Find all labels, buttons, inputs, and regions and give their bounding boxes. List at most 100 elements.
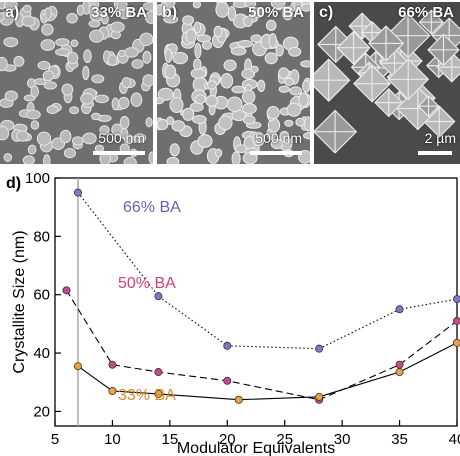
scale-bar-label-b: 500 nm bbox=[255, 130, 302, 146]
x-tick-label: 35 bbox=[391, 431, 408, 448]
particle bbox=[231, 85, 245, 94]
particle bbox=[268, 33, 278, 49]
particle bbox=[182, 15, 195, 26]
crystallite-size-chart: d) 5 10 15 20 25 30 35 40 20 40 60 80 100 66% BA 50% … bbox=[6, 170, 460, 456]
panel-label-a: 33% BA bbox=[91, 4, 147, 21]
particle bbox=[251, 7, 264, 19]
particle bbox=[226, 96, 243, 113]
particle bbox=[264, 52, 278, 65]
particle bbox=[171, 120, 186, 132]
particle bbox=[169, 97, 184, 113]
particle bbox=[121, 77, 132, 89]
y-tick-label: 40 bbox=[33, 345, 50, 362]
data-point bbox=[395, 305, 404, 314]
particle bbox=[3, 153, 13, 162]
x-tick-label: 5 bbox=[51, 431, 59, 448]
x-tick-label: 10 bbox=[104, 431, 121, 448]
particle bbox=[252, 133, 260, 144]
particle bbox=[300, 60, 310, 68]
particle bbox=[139, 32, 153, 46]
data-point bbox=[395, 360, 404, 369]
particle bbox=[37, 60, 51, 70]
particle bbox=[82, 132, 97, 145]
particle bbox=[295, 117, 305, 127]
series-label: 50% BA bbox=[118, 275, 176, 292]
y-axis-label: Crystallite Size (nm) bbox=[11, 230, 28, 373]
particle bbox=[61, 83, 74, 96]
particle bbox=[220, 73, 234, 89]
particle bbox=[194, 94, 206, 105]
particle bbox=[71, 136, 84, 146]
data-point bbox=[223, 341, 232, 350]
particle bbox=[227, 6, 237, 22]
data-point bbox=[223, 376, 232, 385]
series-label: 66% BA bbox=[123, 199, 181, 216]
particle bbox=[116, 2, 128, 11]
particle bbox=[70, 39, 79, 48]
particle bbox=[0, 12, 5, 21]
sem-image-33-ba: a) 33% BA 500 nm bbox=[0, 2, 153, 164]
particle bbox=[3, 37, 19, 48]
particle bbox=[3, 2, 18, 11]
particle bbox=[119, 115, 130, 130]
particle bbox=[4, 90, 18, 102]
data-point bbox=[315, 344, 324, 353]
particle bbox=[163, 15, 179, 24]
particle bbox=[42, 70, 55, 82]
particle bbox=[110, 21, 125, 33]
particle bbox=[289, 86, 303, 96]
particle bbox=[22, 155, 35, 164]
particle bbox=[278, 67, 290, 79]
particle bbox=[172, 51, 189, 65]
particle bbox=[230, 46, 247, 56]
data-point bbox=[73, 362, 82, 371]
x-tick-label: 15 bbox=[162, 431, 179, 448]
particle bbox=[303, 132, 310, 140]
panel-letter-a: a) bbox=[5, 4, 20, 21]
particle bbox=[89, 29, 104, 43]
particle bbox=[185, 28, 197, 44]
data-point bbox=[108, 360, 117, 369]
sem-image-66-ba: c) 66% BA 2 µm bbox=[314, 2, 460, 164]
panel-letter-c: c) bbox=[319, 4, 334, 21]
y-tick-label: 100 bbox=[25, 170, 50, 187]
particle bbox=[193, 58, 202, 71]
particle bbox=[148, 151, 153, 164]
particle bbox=[36, 131, 52, 146]
particle bbox=[242, 15, 254, 27]
particle bbox=[298, 92, 309, 108]
particle bbox=[118, 49, 126, 58]
data-point bbox=[234, 395, 243, 404]
data-point bbox=[395, 368, 404, 377]
panel-letter-b: b) bbox=[162, 4, 178, 21]
particle bbox=[44, 7, 52, 20]
sem-micrograph-33 bbox=[0, 2, 153, 164]
particle bbox=[41, 23, 54, 36]
scale-bar-a bbox=[93, 151, 145, 155]
particle bbox=[237, 40, 254, 48]
particle bbox=[215, 148, 223, 158]
sem-micrograph-66 bbox=[314, 9, 460, 154]
particle bbox=[40, 39, 56, 51]
particle bbox=[288, 46, 302, 57]
particle bbox=[69, 106, 80, 115]
particle bbox=[223, 59, 237, 72]
particle bbox=[0, 56, 8, 72]
data-point bbox=[154, 292, 163, 301]
particle bbox=[244, 2, 257, 8]
particle bbox=[201, 40, 213, 50]
sem-micrograph-50 bbox=[157, 2, 310, 164]
particle bbox=[99, 125, 110, 136]
particle bbox=[46, 105, 59, 115]
x-tick-label: 20 bbox=[219, 431, 236, 448]
particle bbox=[34, 78, 47, 86]
particle bbox=[293, 2, 302, 12]
particle bbox=[30, 85, 40, 98]
scale-bar-label-c: 2 µm bbox=[424, 130, 456, 146]
particle bbox=[142, 74, 153, 87]
particle bbox=[257, 79, 266, 93]
data-point bbox=[453, 316, 460, 325]
y-tick-label: 20 bbox=[33, 403, 50, 420]
particle bbox=[63, 148, 77, 159]
y-tick-label: 60 bbox=[33, 287, 50, 304]
